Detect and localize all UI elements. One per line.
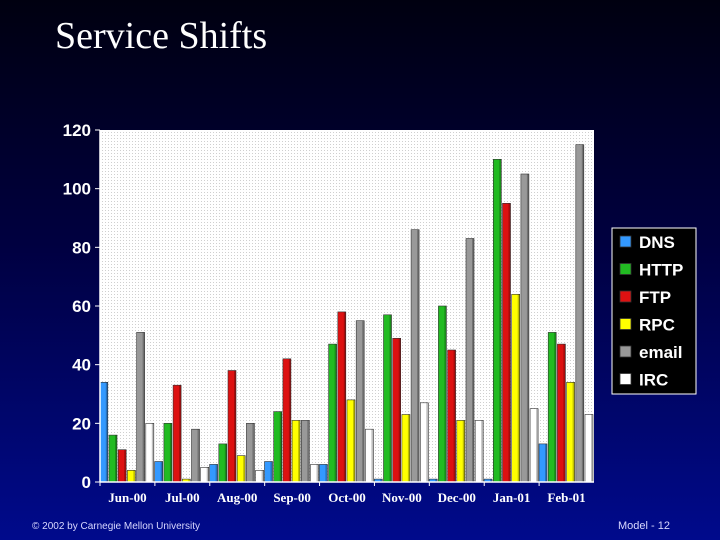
legend-label-irc: IRC [639,371,668,390]
bar-shade [160,461,163,482]
bar-shade [472,238,474,482]
bar-shade [215,464,218,482]
bar-shade [591,414,593,482]
bar-shade [151,423,154,482]
y-tick-label: 60 [72,297,91,316]
bar-shade [298,420,301,482]
bar-shade [444,306,447,482]
y-tick-label: 100 [63,180,91,199]
bar-shade [133,470,136,482]
bar-shade [526,174,529,482]
bar-shade [426,402,429,482]
bar-shade [206,467,209,482]
legend-swatch-http [619,263,632,275]
legend-label-http: HTTP [639,261,683,280]
bar-shade [481,420,484,482]
bar-shade [508,203,511,483]
bar-shade [343,311,346,482]
x-tick-label: Jul-00 [165,490,200,505]
bar-shade [407,414,410,482]
bar-shade [353,399,355,482]
x-tick-label: Feb-01 [547,490,585,505]
x-tick-label: Sep-00 [273,490,311,505]
bar-shade [325,464,328,482]
bar-shade [224,443,227,482]
bar-shade [188,479,191,482]
bar-shade [115,435,117,482]
bar-shade [169,423,172,482]
bar-shade [270,461,273,482]
bar-shade [554,332,557,482]
legend-label-rpc: RPC [639,316,675,335]
legend-swatch-ftp [619,290,632,303]
x-tick-label: Aug-00 [217,490,257,505]
x-tick-label: Oct-00 [328,490,366,505]
bar-shade [380,479,383,482]
y-tick-label: 80 [72,238,91,257]
y-tick-label: 120 [63,121,91,140]
bar-shade [499,159,502,483]
y-tick-label: 20 [72,414,91,433]
bar-shade [371,429,374,482]
bar-shade [362,320,365,482]
bar-shade [581,144,584,482]
bar-shade [462,420,465,482]
copyright-text: © 2002 by Carnegie Mellon University [32,521,201,532]
slide-title: Service Shifts [55,15,268,57]
legend-swatch-dns [619,235,632,248]
legend-label-dns: DNS [639,233,675,252]
bar-shade [252,423,255,482]
bar-shade [563,344,566,482]
bar-shade [197,429,200,482]
bar-shade [545,443,547,482]
bar-shade [179,385,182,482]
x-tick-label: Jun-00 [108,490,146,505]
bar-shade [389,314,392,482]
bar-shade [490,479,493,482]
bar-shade [234,370,236,482]
bar-shade [417,229,420,482]
y-tick-label: 0 [82,473,91,492]
bar-shade [279,411,282,482]
legend-swatch-irc [619,373,632,385]
legend-label-email: email [639,343,682,362]
bar-shade [261,470,264,482]
bar-shade [316,464,319,482]
bar-shade [243,455,246,482]
bar-shade [453,350,456,482]
bar-shade [536,408,539,482]
bar-shade [105,382,108,482]
legend-swatch-rpc [619,318,632,330]
y-tick-label: 40 [72,356,91,375]
bar-shade [307,420,310,482]
bar-shade [142,332,145,482]
slide-number: Model - 12 [618,520,670,532]
bar-shade [288,358,291,482]
x-tick-label: Dec-00 [438,490,476,505]
legend-box [611,227,697,395]
x-tick-label: Jan-01 [493,490,531,505]
x-tick-label: Nov-00 [382,490,422,505]
bar-shade [398,338,401,482]
bar-shade [572,382,575,482]
legend-label-ftp: FTP [639,288,671,307]
legend-swatch-email [619,345,632,358]
bar-shade [517,294,520,482]
bar-shade [334,344,337,482]
bar-shade [435,479,438,482]
bar-shade [124,449,127,482]
